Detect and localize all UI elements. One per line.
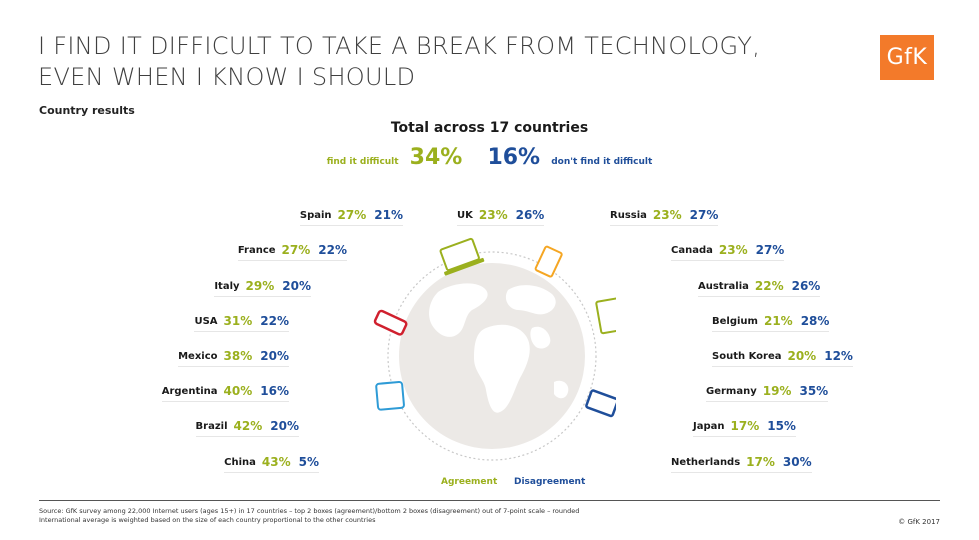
country-row-netherlands: Netherlands 17% 30% [671, 449, 812, 473]
country-row-usa: USA 31% 22% [194, 308, 289, 332]
phone-icon [373, 309, 408, 336]
source-note: Source: GfK survey among 22,000 Internet… [39, 507, 819, 525]
country-name: Germany [706, 386, 757, 397]
agree-value: 22% [754, 279, 784, 293]
disagree-value: 20% [260, 349, 289, 363]
agree-value: 27% [281, 243, 311, 257]
country-name: Netherlands [671, 457, 741, 468]
title-line-1: I FIND IT DIFFICULT TO TAKE A BREAK FROM… [38, 32, 761, 60]
agree-value: 17% [730, 419, 760, 433]
country-name: UK [457, 210, 473, 221]
disagree-value: 27% [689, 208, 719, 222]
laptop-icon-navy [585, 389, 619, 418]
country-name: Argentina [161, 386, 218, 397]
disagree-value: 22% [318, 243, 347, 257]
agree-value: 31% [223, 314, 253, 328]
disagree-value: 30% [782, 455, 812, 469]
footer-divider [39, 500, 940, 501]
country-name: France [237, 245, 276, 256]
country-row-argentina: Argentina 40% 16% [161, 378, 290, 402]
agree-value: 17% [746, 455, 775, 469]
legend-disagreement: Disagreement [514, 477, 586, 487]
disagree-value: 20% [270, 419, 299, 433]
country-row-brazil: Brazil 42% 20% [195, 413, 300, 437]
disagree-value: 28% [800, 314, 830, 328]
country-name: Mexico [178, 351, 218, 362]
country-row-china: China 43% 5% [224, 449, 319, 473]
agree-value: 23% [478, 208, 508, 222]
globe-illustration [368, 232, 626, 480]
country-row-japan: Japan 17% 15% [693, 413, 796, 437]
disagree-value: 15% [767, 419, 796, 433]
tablet-icon-blue [375, 380, 405, 411]
country-name: Japan [693, 421, 725, 432]
disagree-value: 27% [755, 243, 785, 257]
country-name: Canada [671, 245, 713, 256]
country-name: South Korea [712, 351, 782, 362]
agree-value: 23% [652, 208, 682, 222]
title-line-2: EVEN WHEN I KNOW I SHOULD [38, 63, 416, 91]
country-row-canada: Canada 23% 27% [671, 237, 785, 261]
section-subtitle: Country results [39, 104, 135, 117]
country-name: Italy [214, 281, 240, 292]
country-name: USA [194, 316, 218, 327]
copyright: © GfK 2017 [898, 518, 940, 526]
total-agree-label: find it difficult [326, 157, 399, 167]
country-row-france: France 27% 22% [237, 237, 348, 261]
country-row-italy: Italy 29% 20% [214, 273, 311, 297]
country-row-australia: Australia 22% 26% [698, 273, 821, 297]
tablet-icon-green [595, 297, 626, 335]
country-row-belgium: Belgium 21% 28% [712, 308, 830, 332]
tablet-icon-orange [534, 245, 563, 278]
country-row-mexico: Mexico 38% 20% [178, 343, 289, 367]
country-row-germany: Germany 19% 35% [706, 378, 829, 402]
globe-svg [373, 237, 626, 461]
agree-value: 29% [245, 279, 275, 293]
country-name: Russia [610, 210, 647, 221]
page-title: I FIND IT DIFFICULT TO TAKE A BREAK FROM… [38, 31, 838, 93]
disagree-value: 26% [791, 279, 821, 293]
disagree-value: 5% [298, 455, 319, 469]
country-row-uk: UK 23% 26% [457, 202, 545, 226]
total-summary: find it difficult 34% 16% don't find it … [0, 145, 979, 170]
source-line-1: Source: GfK survey among 22,000 Internet… [39, 507, 580, 515]
total-disagree-value: 16% [487, 145, 541, 170]
source-line-2: International average is weighted based … [39, 516, 376, 524]
disagree-value: 16% [260, 384, 289, 398]
country-name: Spain [299, 210, 332, 221]
agree-value: 27% [337, 208, 367, 222]
agree-value: 40% [223, 384, 253, 398]
country-name: Belgium [712, 316, 758, 327]
disagree-value: 20% [282, 279, 311, 293]
country-name: Brazil [195, 421, 228, 432]
disagree-value: 12% [824, 349, 853, 363]
agree-value: 23% [718, 243, 748, 257]
disagree-value: 22% [260, 314, 289, 328]
total-title: Total across 17 countries [390, 120, 589, 136]
agree-value: 43% [261, 455, 291, 469]
gfk-logo: GfK [880, 35, 934, 80]
agree-value: 38% [223, 349, 253, 363]
total-agree-value: 34% [409, 145, 463, 170]
disagree-value: 35% [799, 384, 829, 398]
globe-orbit [387, 251, 597, 461]
agree-value: 20% [787, 349, 817, 363]
agree-value: 42% [233, 419, 263, 433]
legend-agreement: Agreement [441, 477, 498, 487]
agree-value: 19% [762, 384, 792, 398]
agree-value: 21% [763, 314, 793, 328]
laptop-icon [439, 237, 485, 276]
country-row-russia: Russia 23% 27% [610, 202, 719, 226]
country-name: Australia [698, 281, 749, 292]
country-row-spain: Spain 27% 21% [299, 202, 404, 226]
country-name: China [224, 457, 256, 468]
total-disagree-label: don't find it difficult [551, 157, 653, 167]
disagree-value: 21% [374, 208, 403, 222]
disagree-value: 26% [515, 208, 545, 222]
country-row-south-korea: South Korea 20% 12% [712, 343, 853, 367]
continents [429, 283, 569, 413]
